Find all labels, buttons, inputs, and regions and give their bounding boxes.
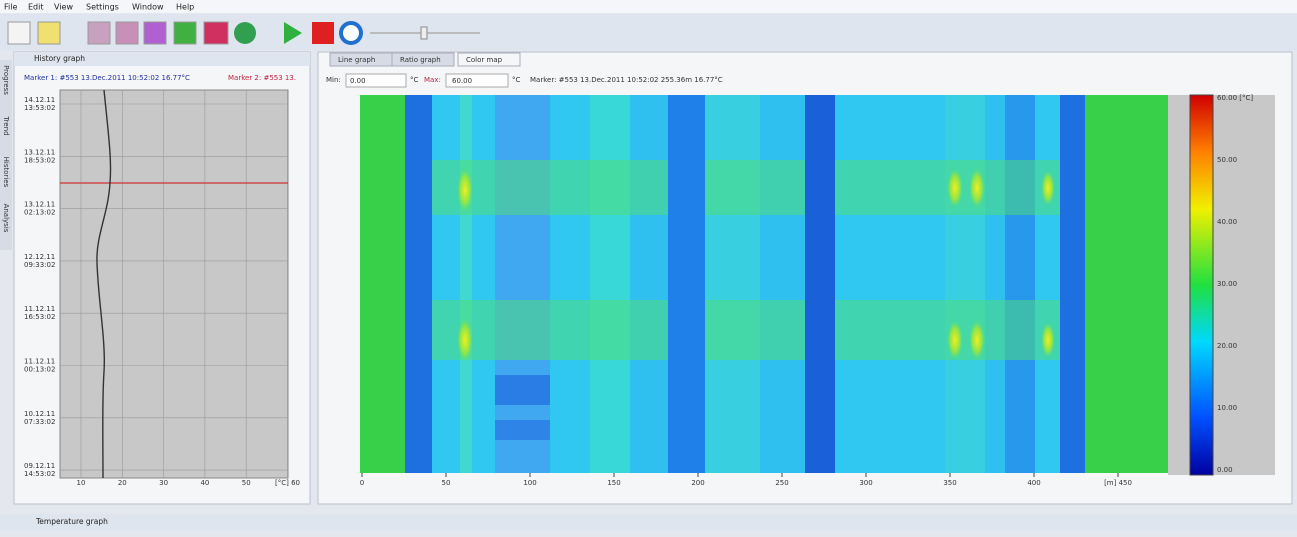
button[interactable]: [87, 21, 111, 45]
max-input[interactable]: [445, 73, 509, 88]
stop-button[interactable]: [312, 22, 334, 44]
x-tick-label: 100: [523, 479, 536, 487]
side-tab[interactable]: Trend: [2, 115, 10, 135]
side-tab[interactable]: Histories: [2, 157, 10, 188]
colorbar-label: 60.00 [°C]: [1217, 94, 1253, 102]
x-tick-label: 150: [607, 479, 620, 487]
colorbar-label: 0.00: [1217, 466, 1233, 474]
menu-item[interactable]: Edit: [28, 3, 44, 12]
y-tick-date: 13.12.11: [24, 148, 55, 156]
y-tick-time: 14:53:02: [24, 470, 55, 478]
record-button[interactable]: [339, 21, 363, 45]
bottom-panel-title: Temperature graph: [35, 517, 108, 526]
play-button[interactable]: [284, 22, 302, 44]
y-tick-time: 00:13:02: [24, 366, 55, 374]
marker-info: Marker: #553 13.Dec.2011 10:52:02 255.36…: [530, 76, 723, 84]
button[interactable]: [143, 21, 167, 45]
x-tick-label: [m] 450: [1104, 479, 1132, 487]
y-tick-date: 11.12.11: [24, 358, 55, 366]
side-tab-strip: [0, 60, 12, 250]
history-curve: [96, 89, 112, 479]
tab[interactable]: [457, 52, 521, 67]
colorbar-label: 40.00: [1217, 218, 1237, 226]
marker-2: Marker 2: #553 13.: [228, 74, 296, 82]
tab-label: Ratio graph: [400, 56, 441, 64]
history-axes: 14.12.1113:53:0213.12.1118:53:0213.12.11…: [24, 90, 300, 487]
panel-title: History graph: [34, 54, 85, 63]
max-value: 60.00: [452, 77, 472, 85]
history-plot: [59, 89, 289, 479]
x-tick-label: 50: [442, 479, 451, 487]
color-map-axes: 0 50 100 150 200 250 300 350 400 [m] 450 60.00 [°C…: [360, 94, 1254, 487]
max-label: Max:: [424, 76, 441, 84]
colorbar-label: 50.00: [1217, 156, 1237, 164]
y-tick-date: 11.12.11: [24, 305, 55, 313]
marker-1: Marker 1: #553 13.Dec.2011 10:52:02 16.7…: [24, 74, 190, 82]
x-tick-label: 40: [200, 479, 209, 487]
y-tick-time: 09:33:02: [24, 261, 55, 269]
x-tick-label: [°C] 60: [275, 479, 300, 487]
y-tick-time: 16:53:02: [24, 313, 55, 321]
toolbar-buttons: [7, 21, 480, 45]
menu-item[interactable]: Window: [132, 3, 164, 12]
tabs: Line graph Ratio graph Color map: [329, 52, 521, 67]
tab[interactable]: [391, 52, 455, 67]
button[interactable]: [234, 22, 256, 44]
x-tick-label: 200: [691, 479, 704, 487]
button[interactable]: [173, 21, 197, 45]
y-tick-date: 10.12.11: [24, 410, 55, 418]
side-tabs: Progress Trend Histories Analysis: [2, 65, 10, 233]
x-tick-label: 300: [859, 479, 872, 487]
x-tick-label: 250: [775, 479, 788, 487]
menu-bar: [0, 0, 1297, 13]
min-unit: °C: [410, 76, 419, 84]
colorbar-label: 10.00: [1217, 404, 1237, 412]
max-unit: °C: [512, 76, 521, 84]
button[interactable]: [115, 21, 139, 45]
y-tick-date: 09.12.11: [24, 462, 55, 470]
x-tick-label: 350: [943, 479, 956, 487]
side-tab[interactable]: Analysis: [2, 204, 10, 233]
color-map-toolbar: Min: 0.00 °C Max: 60.00 °C Marker: #553 …: [326, 73, 723, 88]
x-tick-label: 10: [77, 479, 86, 487]
x-tick-label: 0: [360, 479, 364, 487]
panel-header: [14, 52, 310, 66]
colorbar: [1189, 94, 1214, 476]
y-tick-time: 13:53:02: [24, 104, 55, 112]
bottom-panel: [0, 514, 1297, 530]
menu-item[interactable]: View: [54, 3, 73, 12]
side-tab[interactable]: Progress: [2, 65, 10, 95]
button[interactable]: [37, 21, 61, 45]
slider-thumb[interactable]: [420, 26, 428, 40]
tab-label: Line graph: [338, 56, 375, 64]
colorbar-area: [1168, 95, 1275, 475]
menu-item[interactable]: Help: [176, 3, 194, 12]
min-value: 0.00: [350, 77, 366, 85]
y-tick-date: 12.12.11: [24, 253, 55, 261]
heatmap: [360, 95, 1168, 473]
x-tick-label: 20: [118, 479, 127, 487]
y-tick-time: 02:13:02: [24, 209, 55, 217]
button[interactable]: [203, 21, 229, 45]
colorbar-label: 30.00: [1217, 280, 1237, 288]
menu: File Edit View Settings Window Help: [4, 3, 194, 12]
y-tick-date: 14.12.11: [24, 96, 55, 104]
x-tick-label: 50: [242, 479, 251, 487]
y-tick-time: 07:33:02: [24, 418, 55, 426]
min-label: Min:: [326, 76, 341, 84]
y-tick-time: 18:53:02: [24, 156, 55, 164]
x-tick-label: 400: [1027, 479, 1040, 487]
x-tick-label: 30: [159, 479, 168, 487]
min-input[interactable]: [345, 73, 407, 88]
menu-item[interactable]: File: [4, 3, 17, 12]
tab-label: Color map: [466, 56, 503, 64]
colorbar-label: 20.00: [1217, 342, 1237, 350]
button[interactable]: [7, 21, 31, 45]
y-tick-date: 13.12.11: [24, 201, 55, 209]
menu-item[interactable]: Settings: [86, 3, 119, 12]
